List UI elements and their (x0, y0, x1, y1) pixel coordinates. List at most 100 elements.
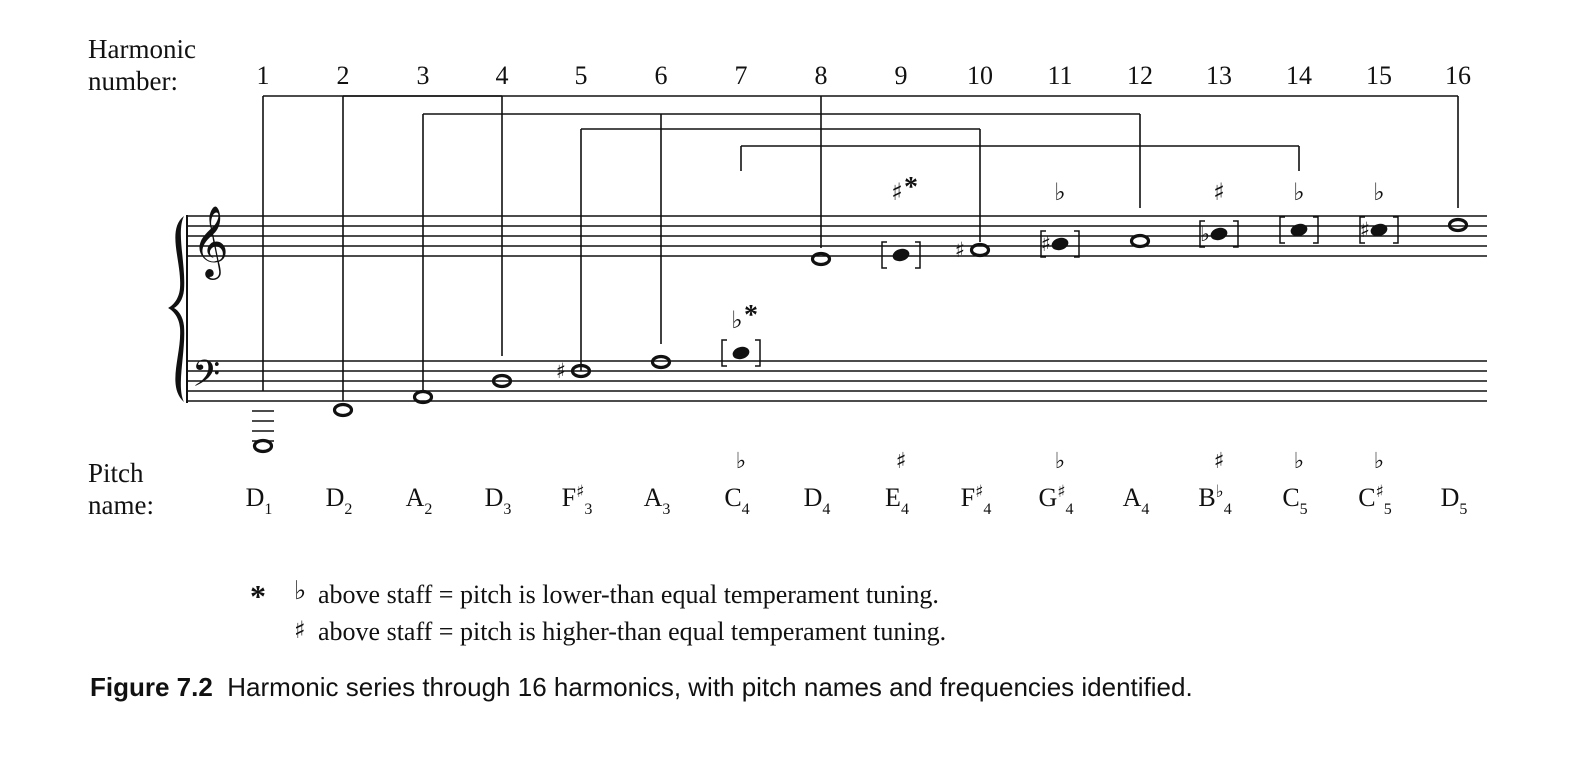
harmonic-number: 8 (815, 61, 828, 90)
note-head (1290, 223, 1308, 237)
bass-staff (187, 360, 1487, 402)
pitch-name: C4 (724, 483, 749, 518)
note-head (1210, 227, 1228, 241)
harmonic-number: 13 (1206, 61, 1232, 90)
star-marker: * (744, 300, 758, 331)
harmonic-number: 4 (496, 61, 509, 90)
figure-caption: Figure 7.2 Harmonic series through 16 ha… (90, 672, 1193, 703)
pitch-name: B♭4 (1198, 482, 1231, 518)
octave-brackets (263, 95, 1458, 147)
note-bracket (915, 241, 921, 269)
harmonic-number-label-line2: number: (88, 66, 178, 96)
legend-star: * (250, 578, 266, 614)
harmonic-number: 3 (417, 61, 430, 90)
flat-icon: ♭ (1055, 449, 1065, 474)
note-head (650, 354, 672, 370)
harmonic-connector-lines (262, 96, 1459, 401)
grand-staff: 𝄞 𝄢 (168, 204, 1487, 404)
note-head (1051, 237, 1069, 251)
harmonic-numbers: 1 2 3 4 5 6 7 8 9 10 11 12 13 14 15 16 (257, 61, 1472, 90)
harmonic-number: 7 (735, 61, 748, 90)
sharp-icon: ♯ (1360, 218, 1370, 242)
treble-staff (187, 215, 1487, 257)
pitch-name: D1 (246, 483, 273, 518)
harmonic-number: 1 (257, 61, 270, 90)
tuning-deviation-markers: ♭ *♯ * ♭ ♯ ♭ ♭ (731, 172, 1384, 334)
pitch-name: E4 (885, 483, 909, 518)
treble-clef-icon: 𝄞 (192, 204, 229, 280)
pitch-name: F♯3 (562, 482, 593, 518)
legend-sharp-text: above staff = pitch is higher-than equal… (318, 617, 947, 646)
note-head (810, 251, 832, 267)
note-bracket (1074, 230, 1080, 258)
note-bracket (1040, 230, 1046, 258)
sharp-icon: ♯ (1214, 449, 1225, 474)
harmonic-number-label-line1: Harmonic (88, 34, 196, 64)
note-head (1447, 217, 1469, 233)
pitch-name: F♯4 (961, 482, 992, 518)
note-bracket (1359, 216, 1365, 244)
note-bracket (1233, 220, 1239, 248)
bass-clef-icon: 𝄢 (192, 353, 220, 404)
pitch-name: G♯4 (1038, 482, 1073, 518)
harmonic-number: 16 (1445, 61, 1471, 90)
note-head (412, 389, 434, 405)
harmonic-number: 14 (1286, 61, 1312, 90)
note-head (491, 373, 513, 389)
flat-icon: ♭ (1373, 178, 1384, 206)
note-head (732, 346, 750, 360)
harmonic-number: 6 (655, 61, 668, 90)
flat-icon: ♭ (1293, 178, 1304, 206)
star-marker: * (904, 172, 918, 203)
harmonic-number: 9 (895, 61, 908, 90)
harmonic-number: 2 (337, 61, 350, 90)
pitch-name: A4 (1123, 483, 1150, 518)
flat-icon: ♭ (1200, 222, 1210, 246)
note-bracket (1313, 216, 1319, 244)
note-bracket (1199, 220, 1205, 248)
flat-icon: ♭ (736, 449, 746, 474)
pitch-name: D2 (326, 483, 353, 518)
harmonic-number: 10 (967, 61, 993, 90)
harmonic-number: 11 (1047, 61, 1072, 90)
legend-flat-text: above staff = pitch is lower-than equal … (318, 580, 939, 609)
note-bracket (755, 339, 761, 367)
note-head (570, 363, 592, 379)
harmonic-notes: ♯ ♯ ♯ ♭ ♯ (252, 216, 1469, 454)
legend-sharp-icon: ♯ (294, 616, 306, 644)
flat-icon: ♭ (731, 306, 742, 334)
flat-icon: ♭ (1054, 178, 1065, 206)
sharp-icon: ♯ (556, 359, 566, 383)
note-head (892, 248, 910, 262)
note-bracket (1393, 216, 1399, 244)
pitch-name: C♯5 (1358, 482, 1392, 518)
pitch-name: D3 (485, 483, 512, 518)
sharp-icon: ♯ (891, 178, 903, 206)
pitch-name-label-line2: name: (88, 490, 154, 520)
harmonic-number: 12 (1127, 61, 1153, 90)
flat-icon: ♭ (1294, 449, 1304, 474)
figure-caption-text: Harmonic series through 16 harmonics, wi… (227, 672, 1193, 702)
pitch-name: D4 (804, 483, 831, 518)
note-bracket (721, 339, 727, 367)
harmonic-number: 5 (575, 61, 588, 90)
note-head (1129, 233, 1151, 249)
pitch-name-label-line1: Pitch (88, 458, 144, 488)
flat-icon: ♭ (1374, 449, 1384, 474)
sharp-icon: ♯ (955, 238, 965, 262)
harmonic-number: 15 (1366, 61, 1392, 90)
sharp-icon: ♯ (896, 449, 907, 474)
figure-label: Figure 7.2 (90, 672, 213, 702)
sharp-icon: ♯ (1213, 178, 1225, 206)
note-head (1370, 223, 1388, 237)
sharp-icon: ♯ (1041, 232, 1051, 256)
note-bracket (1279, 216, 1285, 244)
system-brace (168, 216, 185, 402)
legend-flat-icon: ♭ (294, 576, 307, 606)
note-bracket (881, 241, 887, 269)
note-head (332, 402, 354, 418)
note-head (969, 242, 991, 258)
pitch-name: A3 (644, 483, 671, 518)
pitch-names: D1 D2 A2 D3 F♯3 A3 C4 ♭ D4 E4 ♯ F♯4 G♯4 ♭ A4 B♭4 ♯ C5 ♭ C♯5… (246, 449, 1468, 518)
